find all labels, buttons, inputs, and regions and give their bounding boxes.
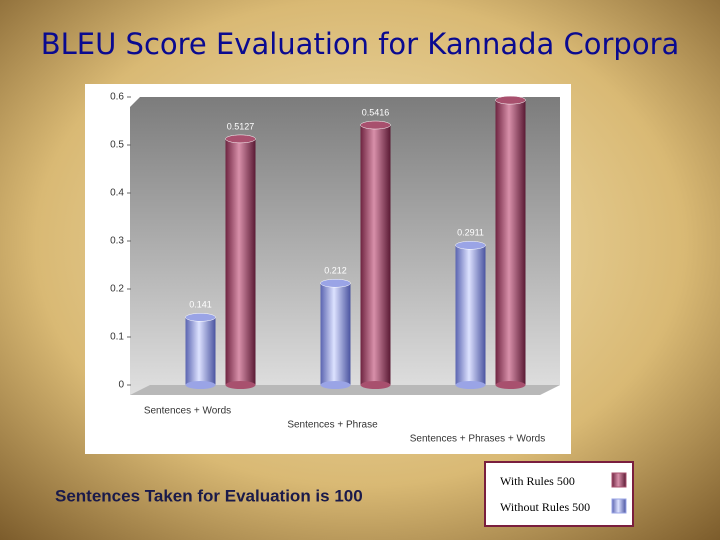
legend-label: Without Rules 500: [500, 500, 590, 514]
note: Sentences Taken for Evaluation is 100: [55, 486, 363, 505]
bar: [185, 317, 216, 385]
bar: [455, 245, 486, 385]
bar-base: [455, 381, 486, 389]
bar-cap: [185, 313, 216, 322]
legend-swatch: [611, 472, 627, 488]
y-tick-label: 0: [118, 380, 124, 391]
x-tick-label: Sentences + Phrase: [287, 420, 378, 431]
bar: [225, 138, 256, 385]
bar-base: [495, 381, 526, 389]
legend-label: With Rules 500: [500, 474, 575, 488]
legend-swatch: [611, 498, 627, 514]
x-tick-label: Sentences + Phrases + Words: [410, 434, 545, 445]
y-tick-label: 0.4: [110, 188, 124, 199]
bar-base: [320, 381, 351, 389]
y-tick-label: 0.6: [110, 92, 124, 103]
value-label: 0.5935: [497, 82, 525, 92]
bar-cap: [495, 95, 526, 105]
bar-base: [225, 381, 256, 389]
bar-cap: [360, 120, 391, 130]
bar: [360, 125, 391, 386]
value-label: 0.141: [189, 300, 212, 310]
y-tick-label: 0.5: [110, 140, 124, 151]
x-tick-label: Sentences + Words: [144, 406, 231, 417]
legend: [484, 461, 634, 527]
y-tick-label: 0.1: [110, 332, 124, 343]
bar-cap: [320, 278, 351, 288]
bar-cap: [455, 241, 486, 250]
y-tick-label: 0.2: [110, 284, 124, 295]
y-tick-label: 0.3: [110, 236, 124, 247]
value-label: 0.5416: [362, 107, 390, 117]
slide-title: BLEU Score Evaluation for Kannada Corpor…: [41, 27, 680, 61]
value-label: 0.5127: [227, 121, 255, 131]
value-label: 0.212: [324, 266, 347, 276]
bar: [495, 100, 526, 386]
bar-base: [360, 381, 391, 389]
bar-base: [185, 381, 216, 389]
bar-cap: [225, 134, 256, 144]
value-label: 0.2911: [457, 228, 484, 238]
bar: [320, 283, 351, 385]
